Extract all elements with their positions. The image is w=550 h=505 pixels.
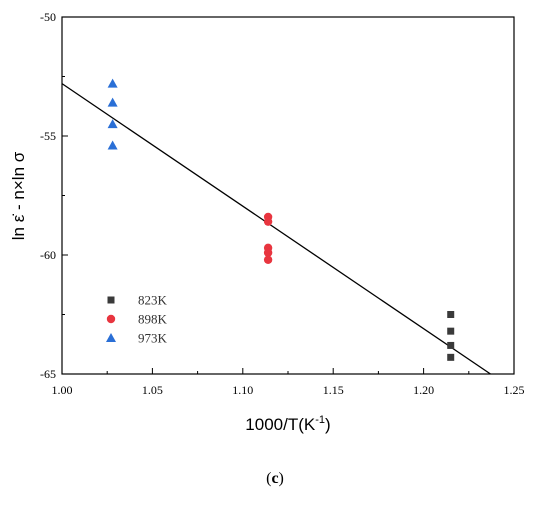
data-point-973K — [107, 119, 118, 129]
legend-label: 973K — [138, 331, 168, 346]
data-point-973K — [107, 97, 118, 107]
y-tick-label: -65 — [40, 367, 56, 381]
data-point-973K — [107, 78, 118, 88]
data-point-898K — [263, 217, 273, 226]
data-points — [107, 78, 455, 361]
figure-caption: (c) — [266, 470, 284, 487]
data-point-823K — [447, 353, 455, 361]
x-axis-title: 1000/T(K-1) — [245, 414, 330, 434]
fit-line — [61, 83, 491, 375]
fit-line-group — [61, 83, 491, 375]
x-tick-label: 1.20 — [413, 383, 434, 397]
y-tick-label: -50 — [40, 10, 56, 24]
data-point-898K — [263, 255, 273, 264]
x-tick-label: 1.10 — [232, 383, 253, 397]
data-point-823K — [447, 341, 455, 349]
y-axis-title: ln ε̇ - n×ln σ — [9, 151, 28, 240]
x-axis: 1.00 1.05 1.10 1.15 1.20 1.25 — [52, 368, 525, 397]
legend-marker-898K — [106, 314, 116, 324]
plot-border — [61, 16, 515, 375]
legend-marker-973K — [106, 333, 116, 342]
y-tick-label: -55 — [40, 129, 56, 143]
data-point-823K — [447, 327, 455, 335]
x-tick-label: 1.25 — [504, 383, 525, 397]
x-tick-label: 1.00 — [52, 383, 73, 397]
legend-label: 898K — [138, 312, 168, 327]
legend: 823K 898K 973K — [106, 293, 168, 346]
legend-label: 823K — [138, 293, 168, 308]
legend-marker-823K — [107, 296, 115, 304]
x-tick-label: 1.15 — [323, 383, 344, 397]
x-tick-label: 1.05 — [142, 383, 163, 397]
data-point-898K — [263, 248, 273, 257]
chart: 1.00 1.05 1.10 1.15 1.20 1.25 -65 -60 -55 -50 82… — [9, 10, 525, 434]
y-axis: -65 -60 -55 -50 — [40, 10, 68, 381]
plot-frame — [61, 16, 515, 375]
y-tick-label: -60 — [40, 248, 56, 262]
data-point-973K — [107, 140, 118, 150]
data-point-823K — [447, 311, 455, 318]
